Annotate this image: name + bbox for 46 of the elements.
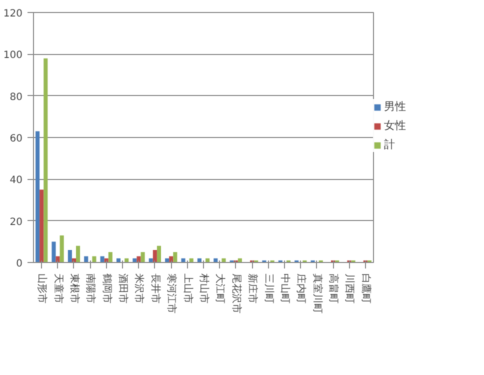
x-tick-label: 大江町 [214,274,226,304]
x-tick-label: 酒田市 [117,274,130,304]
x-tick-label: 南陽市 [84,274,97,304]
bar [44,58,48,262]
x-tick-label: 長井市 [149,274,162,304]
x-tick-label: 白鷹町 [360,274,372,304]
x-tick-label: 中山町 [278,274,291,304]
bar [140,252,145,262]
bar [68,250,72,262]
bar [222,258,226,262]
bar [40,190,44,262]
x-tick-label: 庄内町 [295,274,308,304]
bar [152,250,157,262]
bar [181,258,186,262]
x-tick-label: 寒河江市 [166,274,178,314]
bar [108,252,112,262]
bar [52,242,56,262]
x-tick-label: 高畠町 [328,274,340,304]
x-tick-label: 尾花沢市 [230,274,242,314]
y-tick-label: 40 [10,175,23,186]
legend-label: 女性 [384,118,406,133]
y-tick-label: 80 [10,92,23,103]
y-tick-label: 20 [10,216,23,228]
bar [156,246,161,262]
x-tick-label: 米沢市 [133,274,146,304]
x-tick-label: 山形市 [36,274,48,304]
x-tick-label: 川西町 [344,274,356,304]
x-tick-label: 上山市 [182,274,194,304]
x-tick-label: 村山市 [198,272,210,304]
bar [76,246,80,262]
x-tick-label: 三川町 [262,274,275,304]
bar [173,252,178,262]
x-tick-label: 新庄市 [246,274,259,304]
y-tick-label: 120 [3,8,23,20]
bar [136,256,141,262]
x-tick-label: 東根市 [68,274,80,304]
y-tick-label: 100 [3,50,23,62]
x-tick-label: 鶴岡市 [100,274,113,304]
x-tick-label: 天童市 [52,274,64,304]
legend-label: 計 [384,137,396,152]
x-tick-label: 真室川町 [311,274,324,314]
y-tick-label: 0 [16,258,23,270]
y-tick-label: 60 [10,134,23,144]
legend-label: 男性 [384,99,406,114]
bar [60,235,64,262]
bar [36,131,40,262]
